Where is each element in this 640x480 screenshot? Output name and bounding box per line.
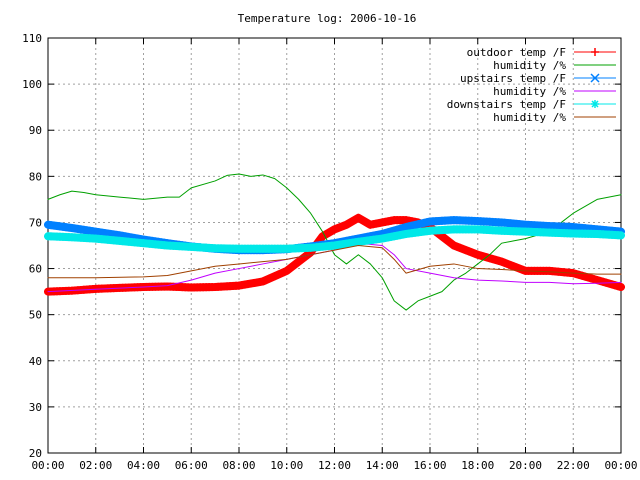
legend-label: downstairs temp /F [447, 98, 566, 111]
x-tick-label: 14:00 [366, 459, 399, 472]
x-tick-label: 08:00 [222, 459, 255, 472]
x-tick-label: 06:00 [175, 459, 208, 472]
legend-label: upstairs temp /F [460, 72, 566, 85]
series-4 [44, 225, 625, 253]
series-5 [47, 245, 622, 279]
y-tick-label: 80 [29, 170, 42, 183]
x-tick-label: 16:00 [413, 459, 446, 472]
series-lines [44, 173, 625, 311]
x-tick-label: 04:00 [127, 459, 160, 472]
x-tick-label: 00:00 [604, 459, 637, 472]
legend-marker-star [591, 100, 599, 108]
y-tick-label: 60 [29, 263, 42, 276]
x-tick-label: 02:00 [79, 459, 112, 472]
x-tick-label: 18:00 [461, 459, 494, 472]
legend-entry: upstairs temp /F [460, 72, 616, 85]
y-tick-label: 50 [29, 309, 42, 322]
y-tick-label: 90 [29, 124, 42, 137]
y-tick-label: 110 [22, 32, 42, 45]
legend-label: humidity /% [493, 85, 566, 98]
x-tick-label: 12:00 [318, 459, 351, 472]
axes: 20 30 40 50 60 70 80 90 100 110 00:00 02:00 04:00 06:… [22, 32, 637, 472]
x-tick-label: 10:00 [270, 459, 303, 472]
plot-frame [47, 37, 622, 454]
series-3 [47, 242, 622, 293]
legend-entry: humidity /% [493, 85, 616, 98]
grid [48, 38, 621, 453]
y-tick-label: 30 [29, 401, 42, 414]
x-tick-label: 20:00 [509, 459, 542, 472]
series-line [47, 242, 622, 293]
legend-entry: humidity /% [493, 59, 616, 72]
legend-label: humidity /% [493, 111, 566, 124]
series-line [47, 173, 622, 311]
y-tick-label: 70 [29, 216, 42, 229]
x-tick-label: 00:00 [31, 459, 64, 472]
legend-marker-cross [590, 73, 600, 83]
legend-entry: outdoor temp /F [467, 46, 616, 59]
legend-label: humidity /% [493, 59, 566, 72]
series-markers [44, 225, 625, 253]
x-tick-label: 22:00 [557, 459, 590, 472]
legend-entry: downstairs temp /F [447, 98, 616, 111]
y-tick-label: 100 [22, 78, 42, 91]
series-1 [47, 173, 622, 311]
chart-title: Temperature log: 2006-10-16 [238, 12, 417, 25]
legend-entry: humidity /% [493, 111, 616, 124]
series-line [47, 245, 622, 279]
y-tick-label: 20 [29, 447, 42, 460]
y-tick-label: 40 [29, 355, 42, 368]
legend-label: outdoor temp /F [467, 46, 566, 59]
